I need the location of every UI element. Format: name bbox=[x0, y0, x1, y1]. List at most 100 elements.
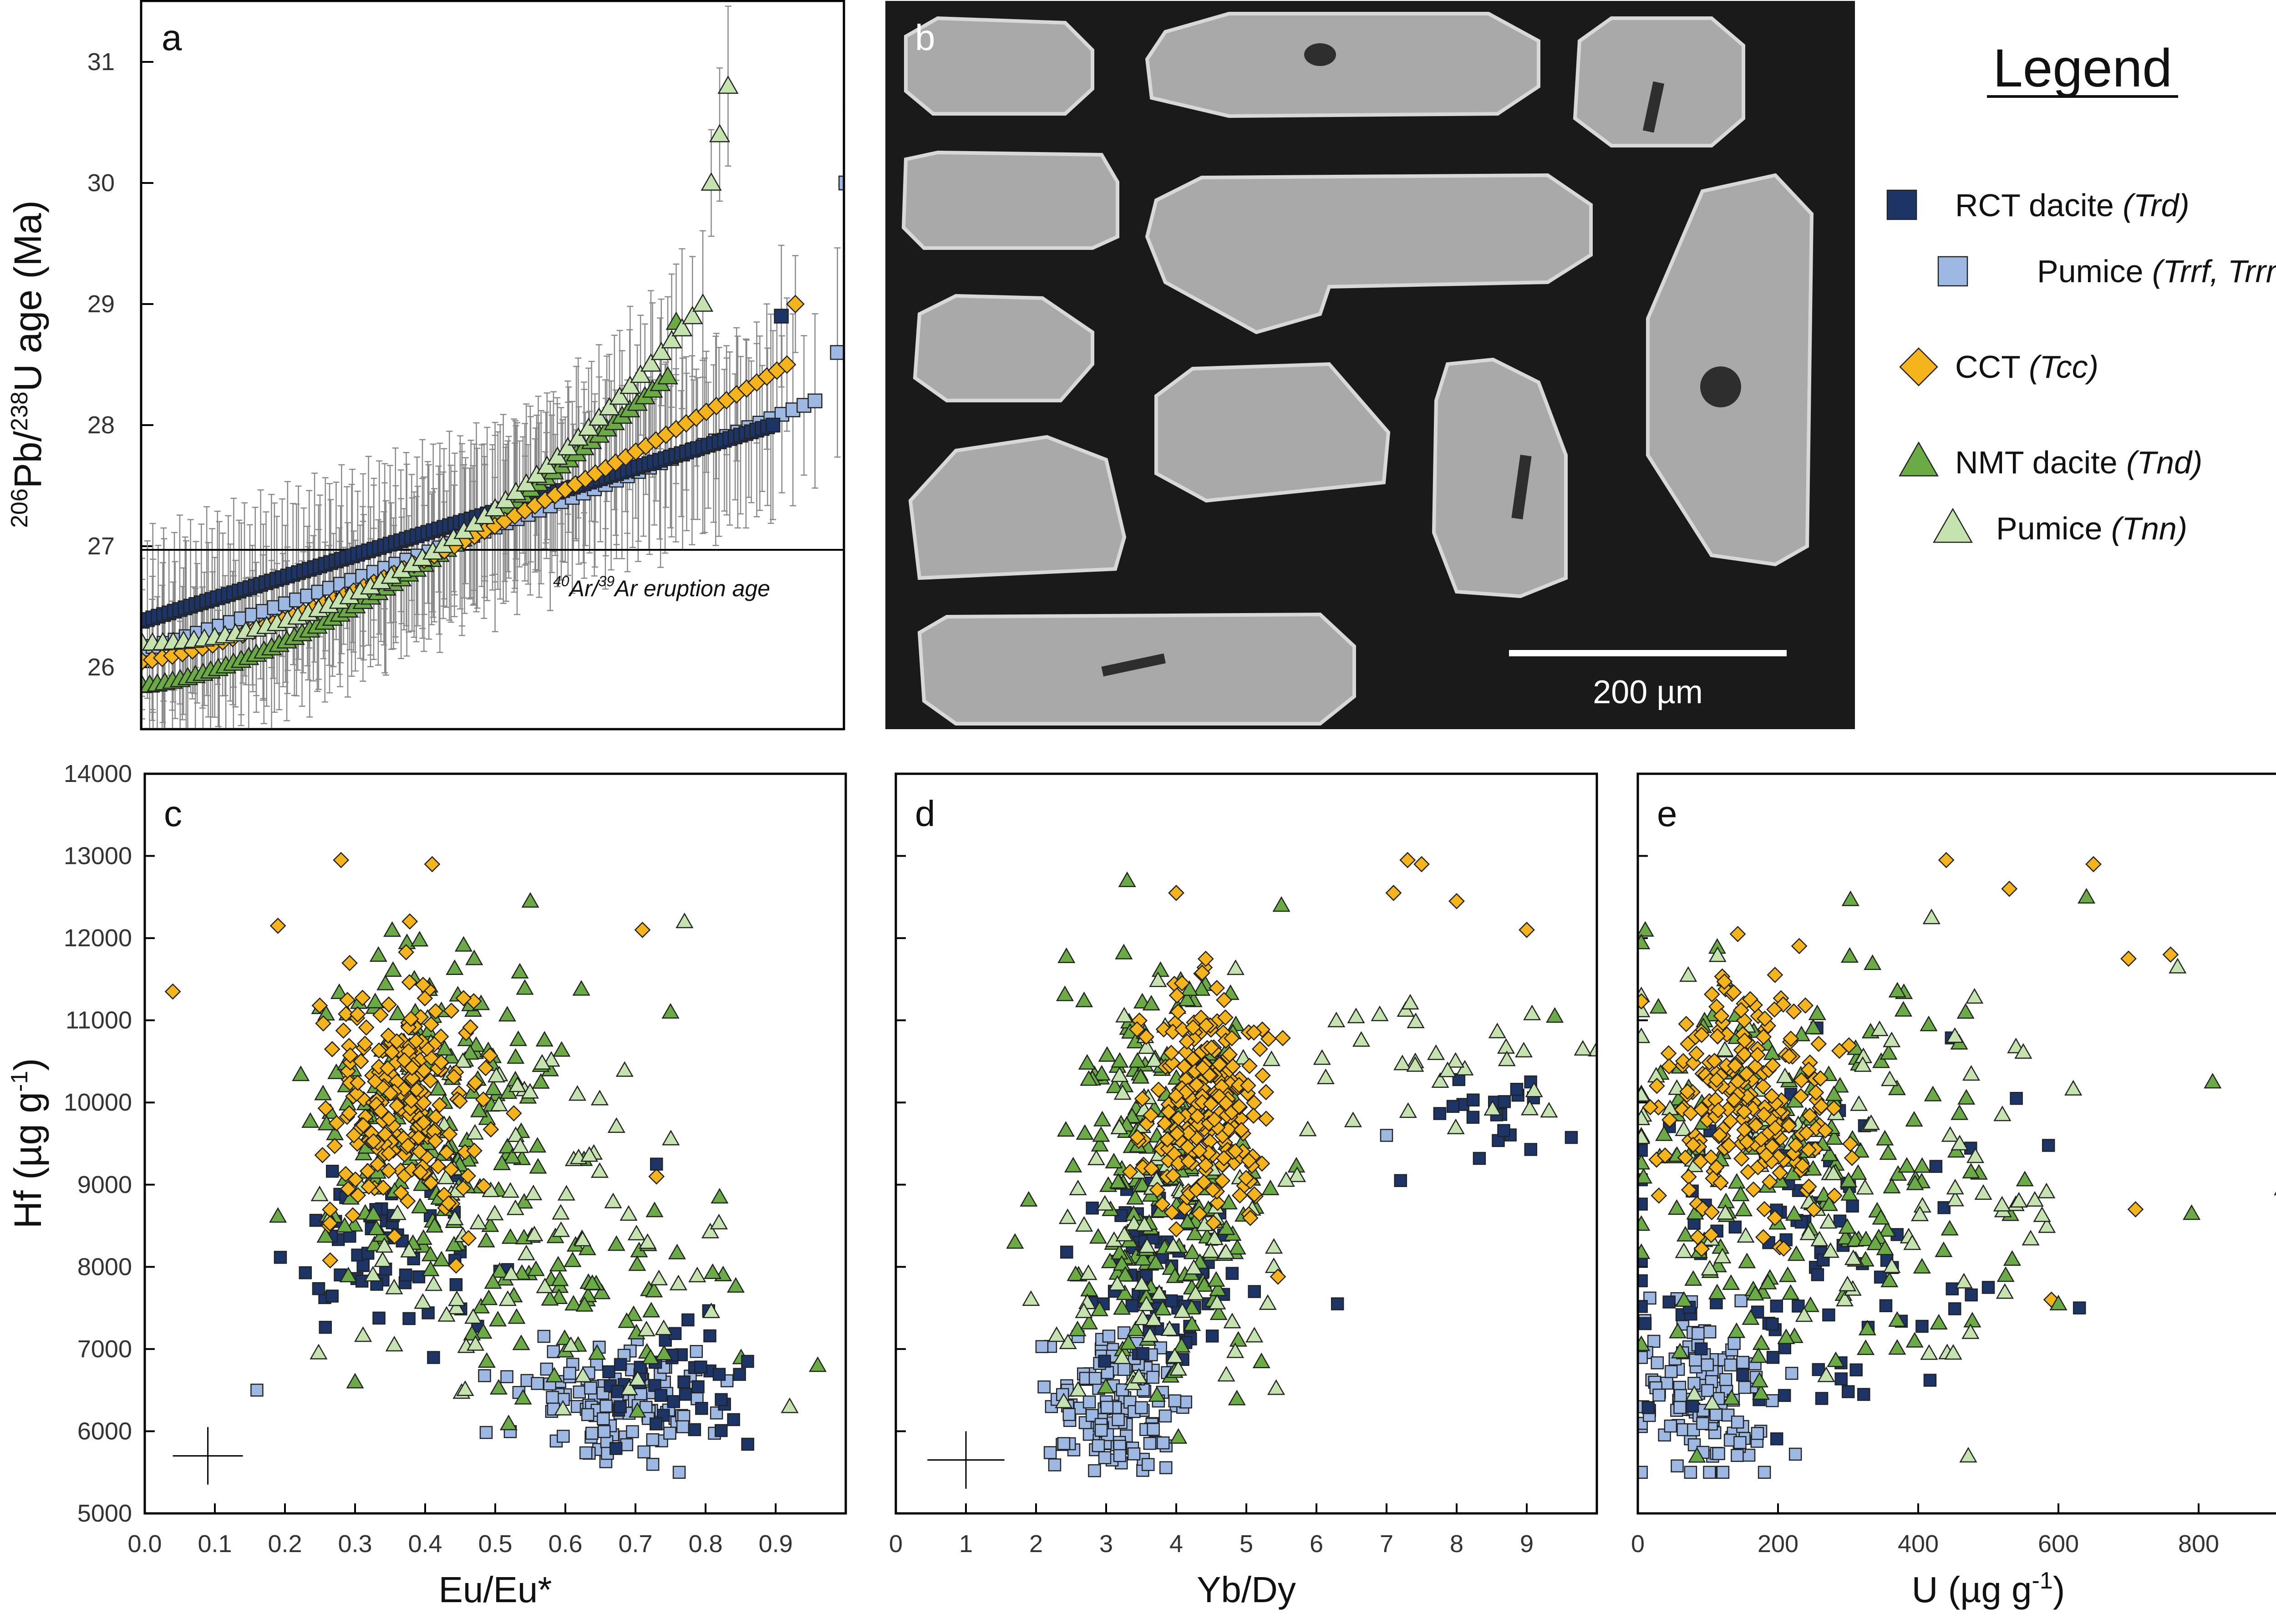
xtick-label: 0.9 bbox=[758, 1530, 793, 1558]
nmt-pumice-point bbox=[385, 1279, 403, 1294]
rct-pumice-point bbox=[546, 1391, 559, 1404]
nmt-pumice-point bbox=[511, 1137, 529, 1153]
zircon-crystal bbox=[913, 294, 1094, 402]
nmt-point bbox=[528, 1137, 547, 1153]
rct-point bbox=[715, 1393, 728, 1406]
rct-pumice-point bbox=[1724, 1358, 1737, 1372]
cct-point bbox=[1677, 1149, 1694, 1166]
nmt-point bbox=[1838, 1218, 1856, 1234]
cct-point bbox=[443, 1002, 460, 1019]
panel-a-ytick-label: 29 bbox=[87, 290, 115, 318]
cct-point bbox=[1233, 1122, 1250, 1138]
nmt-point bbox=[426, 1217, 444, 1233]
rct-point bbox=[703, 1329, 716, 1343]
nmt-point bbox=[545, 1366, 564, 1383]
nmt-point bbox=[572, 980, 590, 996]
rct-point bbox=[1565, 1131, 1578, 1144]
nmt-pumice-point bbox=[1810, 1231, 1829, 1247]
cct-point bbox=[1767, 1209, 1783, 1226]
panel-a-ticks: 26 27 28 29 30 31 bbox=[87, 48, 153, 681]
panel-c-ticks: 0.0 0.1 0.2 0.3 0.4 0.5 0.6 0.7 0.8 0.9 5000 6000 70… bbox=[64, 760, 793, 1558]
nmt-point bbox=[1113, 1299, 1131, 1315]
nmt-point bbox=[1840, 947, 1859, 963]
rct-pumice-point bbox=[1112, 1413, 1125, 1426]
nmt-point bbox=[1750, 1372, 1768, 1388]
cct-point bbox=[427, 1132, 444, 1149]
nmt-point bbox=[1676, 1226, 1695, 1242]
zircon-crystal bbox=[1154, 362, 1391, 503]
cct-point bbox=[1197, 950, 1214, 967]
cct-point bbox=[1134, 1090, 1151, 1107]
panel-d-error-cross bbox=[927, 1431, 1005, 1489]
rct-point bbox=[399, 1268, 412, 1282]
xtick-label: 0.5 bbox=[478, 1530, 512, 1558]
rct-point bbox=[325, 1289, 339, 1303]
nmt-point bbox=[1808, 1005, 1826, 1020]
rct-point bbox=[650, 1157, 663, 1171]
cct-point bbox=[311, 997, 328, 1014]
nmt-point bbox=[1930, 1314, 1948, 1330]
cct-point bbox=[1160, 1103, 1177, 1120]
rct-point bbox=[1060, 1245, 1073, 1259]
nmt-pumice-point bbox=[554, 1400, 572, 1416]
cct-point bbox=[1231, 1187, 1248, 1204]
nmt-pumice-point bbox=[486, 1204, 504, 1221]
rct-pumice-point bbox=[1712, 1447, 1725, 1460]
nmt-point bbox=[1759, 1274, 1777, 1289]
nmt-point bbox=[1080, 1281, 1098, 1297]
nmt-pumice-point bbox=[1525, 1081, 1543, 1097]
rct-point bbox=[412, 1270, 426, 1284]
nmt-point bbox=[521, 892, 539, 908]
nmt-pumice-point bbox=[562, 1336, 580, 1352]
xtick-label: 0.1 bbox=[198, 1530, 232, 1558]
cct-point bbox=[431, 1096, 448, 1113]
nmt-point bbox=[1876, 1239, 1894, 1255]
panel-a-ytick-label: 28 bbox=[87, 411, 115, 439]
nmt-point bbox=[383, 921, 401, 937]
cct-point bbox=[1810, 1035, 1827, 1052]
nmt-point bbox=[1722, 1274, 1740, 1290]
nmt-point bbox=[1151, 961, 1169, 977]
cct-point bbox=[1206, 1111, 1223, 1128]
rct-pumice-point bbox=[808, 393, 823, 409]
cct-point bbox=[422, 1175, 439, 1191]
cct-point bbox=[1660, 1045, 1677, 1062]
nmt-pumice-point bbox=[1265, 1238, 1283, 1254]
nmt-pumice-point bbox=[2169, 958, 2187, 974]
cct-point bbox=[317, 1100, 334, 1116]
nmt-pumice-point bbox=[507, 1126, 525, 1142]
rct-pumice-point bbox=[1671, 1459, 1684, 1472]
rct-point bbox=[1446, 1100, 1460, 1113]
rct-point bbox=[312, 1282, 325, 1295]
nmt-point bbox=[1116, 1284, 1134, 1300]
cct-point bbox=[1738, 1066, 1755, 1082]
cct-point bbox=[1703, 986, 1720, 1003]
cct-point bbox=[1689, 1229, 1706, 1245]
cct-point bbox=[2127, 1201, 2144, 1218]
cct-point bbox=[1194, 1060, 1211, 1076]
nmt-point bbox=[507, 1048, 525, 1064]
rct-point bbox=[1766, 1318, 1779, 1331]
nmt-point bbox=[588, 1344, 606, 1360]
xtick-label: 0.8 bbox=[688, 1530, 722, 1558]
nmt-point bbox=[1941, 1220, 1959, 1236]
nmt-point bbox=[1669, 1323, 1687, 1339]
cct-point bbox=[446, 1068, 462, 1085]
nmt-point bbox=[1957, 1089, 1976, 1105]
nmt-pumice-point bbox=[1202, 1242, 1220, 1258]
cct-point bbox=[358, 1019, 375, 1036]
cct-point bbox=[2085, 856, 2102, 873]
nmt-point bbox=[2183, 1204, 2201, 1220]
xtick-label: 6 bbox=[1310, 1530, 1323, 1558]
cct-point bbox=[1785, 1003, 1802, 1020]
rct-pumice-point bbox=[1113, 1449, 1127, 1462]
cct-point bbox=[384, 1044, 401, 1061]
nmt-pumice-point bbox=[1344, 1111, 1362, 1127]
nmt-point bbox=[1778, 1266, 1797, 1282]
rct-point bbox=[614, 1358, 627, 1371]
zircon-inclusion bbox=[1511, 455, 1532, 520]
nmt-point bbox=[484, 1079, 503, 1096]
cct-point bbox=[1745, 1181, 1762, 1198]
rct-point bbox=[1638, 1198, 1648, 1211]
nmt-point bbox=[1935, 1241, 1953, 1257]
